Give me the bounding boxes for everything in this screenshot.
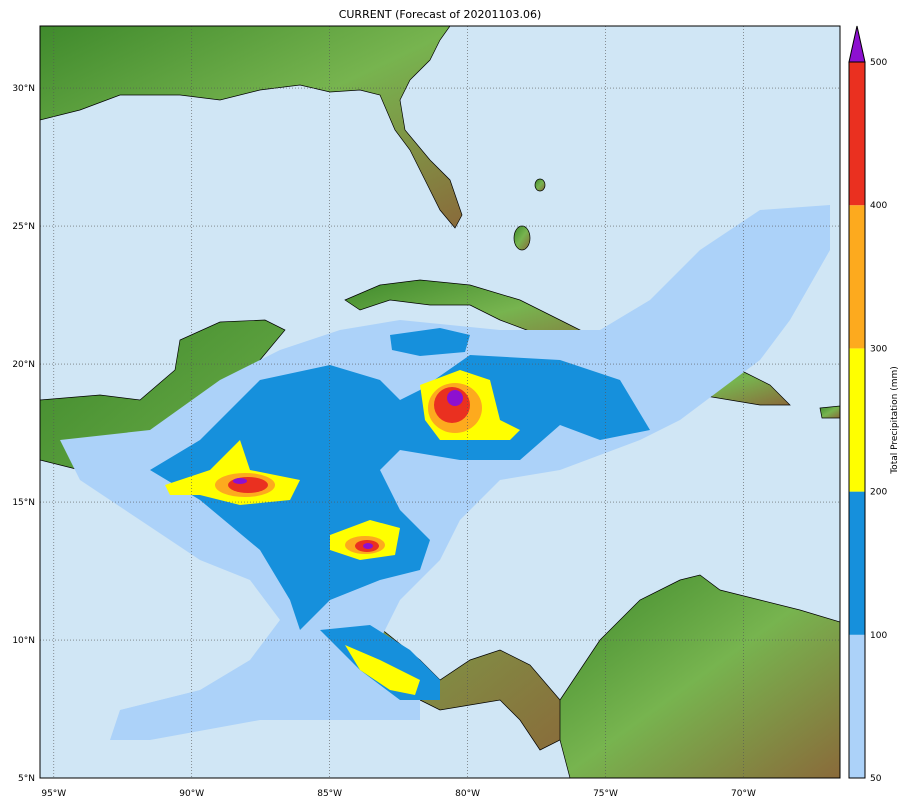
map-title: CURRENT (Forecast of 20201103.06) (338, 8, 542, 21)
land-bahamas (534, 178, 546, 192)
axis-tick-labels: 95°W 90°W 85°W 80°W 75°W 70°W 5°N 10°N 15°N 20°N 2… (12, 84, 756, 799)
lat-tick-label: 10°N (12, 636, 35, 646)
lon-tick-label: 90°W (179, 789, 204, 799)
colorbar-frame (848, 61, 866, 779)
lat-tick-label: 5°N (18, 774, 35, 784)
colorbar-tick-label: 50 (870, 774, 882, 784)
precip-100-200 (390, 328, 470, 356)
lon-tick-label: 85°W (317, 789, 342, 799)
precip-over-500 (233, 478, 247, 484)
land-puerto-rico (819, 405, 840, 419)
precip-400-500 (228, 477, 268, 493)
precip-over-500 (363, 543, 373, 549)
lat-tick-label: 30°N (12, 84, 35, 94)
colorbar-segment (849, 205, 865, 349)
colorbar-segment (849, 491, 865, 635)
colorbar-segment (849, 634, 865, 778)
colorbar-tick-label: 300 (870, 344, 887, 354)
colorbar-tick-label: 400 (870, 201, 887, 211)
lon-tick-label: 70°W (731, 789, 756, 799)
land-south-america (559, 574, 840, 778)
colorbar-label: Total Precipitation (mm) (890, 366, 900, 474)
gridlines (40, 26, 840, 778)
lat-tick-label: 15°N (12, 498, 35, 508)
lat-tick-label: 20°N (12, 360, 35, 370)
colorbar-tick-label: 200 (870, 488, 887, 498)
plot-frame (39, 25, 841, 779)
colorbar-tick-label: 100 (870, 631, 887, 641)
colorbar-segment (849, 348, 865, 492)
lon-tick-label: 75°W (593, 789, 618, 799)
lon-tick-label: 80°W (455, 789, 480, 799)
lon-tick-label: 95°W (41, 789, 66, 799)
precip-over-500 (447, 390, 463, 406)
land-southeast-us-florida (40, 26, 463, 229)
land-bahamas (513, 225, 531, 251)
lat-tick-label: 25°N (12, 222, 35, 232)
precip-50-100 (60, 205, 830, 740)
colorbar: 50 100 200 300 400 500 (848, 25, 887, 784)
colorbar-segment (849, 62, 865, 206)
precip-200-300 (345, 645, 420, 695)
precipitation-contours (60, 205, 830, 740)
colorbar-tick-label: 500 (870, 58, 887, 68)
precip-100-200 (150, 355, 650, 630)
colorbar-extend-triangle (848, 25, 866, 63)
